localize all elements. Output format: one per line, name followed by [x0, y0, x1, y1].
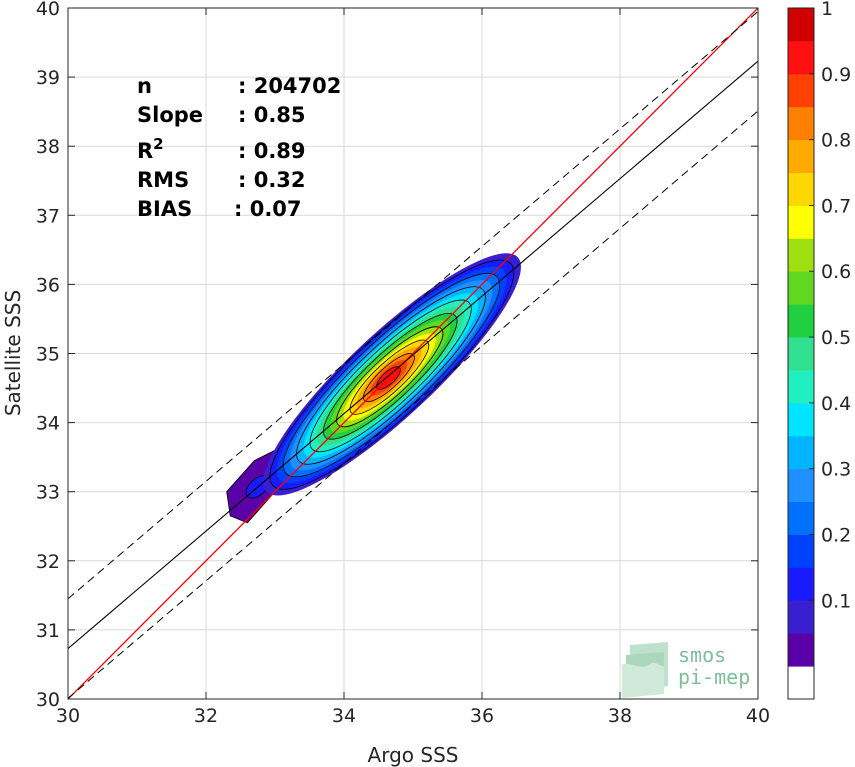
y-tick-label: 31 [36, 620, 60, 642]
colorbar-band [788, 73, 814, 108]
colorbar-band [788, 8, 814, 42]
y-axis-label: Satellite SSS [1, 290, 25, 416]
colorbar-tick-label: 0.8 [821, 130, 851, 152]
colorbar-band [788, 435, 814, 470]
x-tick-label: 32 [194, 705, 218, 727]
stat-value: : 0.89 [238, 139, 306, 163]
y-axis-ticks: 30 31 32 33 34 35 36 37 38 39 40 [36, 0, 758, 711]
colorbar-band [788, 633, 814, 667]
stat-value: : 0.07 [234, 197, 302, 221]
colorbar-band [788, 501, 814, 535]
stat-label: RMS [137, 168, 189, 192]
colorbar-band [788, 205, 814, 239]
colorbar-band [788, 238, 814, 272]
colorbar-frame [787, 7, 815, 700]
stat-value: : 0.85 [238, 103, 306, 127]
colorbar-band [788, 567, 814, 601]
stat-value: : 0.32 [238, 168, 306, 192]
y-tick-label: 37 [36, 205, 60, 227]
y-tick-label: 32 [36, 551, 60, 573]
colorbar-band [788, 534, 814, 568]
y-tick-label: 30 [36, 689, 60, 711]
colorbar-tick-label: 0.2 [821, 524, 851, 546]
colorbar-band [788, 600, 814, 634]
x-tick-label: 40 [746, 705, 770, 727]
colorbar-tick-label: 0.9 [821, 64, 851, 86]
colorbar-band [788, 337, 814, 371]
grid-lines [67, 7, 759, 700]
stat-label: n [137, 74, 152, 98]
stat-label: Slope [137, 103, 203, 127]
colorbar-band [788, 271, 814, 305]
colorbar-tick-label: 0.4 [821, 393, 851, 415]
colorbar-tick-label: 0.7 [821, 195, 851, 217]
colorbar-tick-label: 1 [821, 0, 833, 20]
colorbar-band [788, 468, 814, 503]
identity-line [68, 8, 758, 699]
colorbar-band [788, 106, 814, 141]
x-tick-label: 38 [608, 705, 632, 727]
y-tick-label: 34 [36, 413, 60, 435]
reference-lines [68, 8, 758, 699]
colorbar-band [788, 666, 814, 699]
colorbar-band [788, 40, 814, 75]
y-tick-label: 35 [36, 344, 60, 366]
colorbar-tick-label: 0.1 [821, 590, 851, 612]
y-tick-label: 33 [36, 482, 60, 504]
y-tick-label: 36 [36, 274, 60, 296]
stat-label: BIAS [137, 197, 192, 221]
stat-value: : 204702 [238, 74, 341, 98]
upper-bound-line [68, 11, 758, 600]
colorbar-band [788, 172, 814, 206]
colorbar-band [788, 402, 814, 437]
colorbar-band [788, 370, 814, 404]
x-tick-label: 30 [56, 705, 80, 727]
x-axis-ticks: 30 32 34 36 38 40 [56, 8, 770, 727]
logo-text-line2: pi-mep [678, 665, 750, 689]
logo-wave-icon [622, 642, 668, 698]
x-tick-label: 34 [332, 705, 356, 727]
x-axis-label: Argo SSS [368, 743, 459, 767]
logo-text-line1: smos [678, 643, 726, 667]
colorbar-tick-label: 0.6 [821, 261, 851, 283]
y-tick-label: 38 [36, 136, 60, 158]
colorbar: 0.1 0.2 0.3 0.4 0.5 0.6 0.7 0.8 0.9 1 [787, 0, 851, 700]
colorbar-tick-label: 0.3 [821, 459, 851, 481]
x-tick-label: 36 [470, 705, 494, 727]
y-tick-label: 40 [36, 0, 60, 20]
smos-pi-mep-logo: smos pi-mep [622, 642, 750, 698]
lower-bound-line [68, 110, 758, 699]
regression-line [68, 60, 758, 649]
colorbar-tick-label: 0.5 [821, 327, 851, 349]
y-tick-label: 39 [36, 67, 60, 89]
colorbar-band [788, 139, 814, 173]
colorbar-band [788, 304, 814, 338]
